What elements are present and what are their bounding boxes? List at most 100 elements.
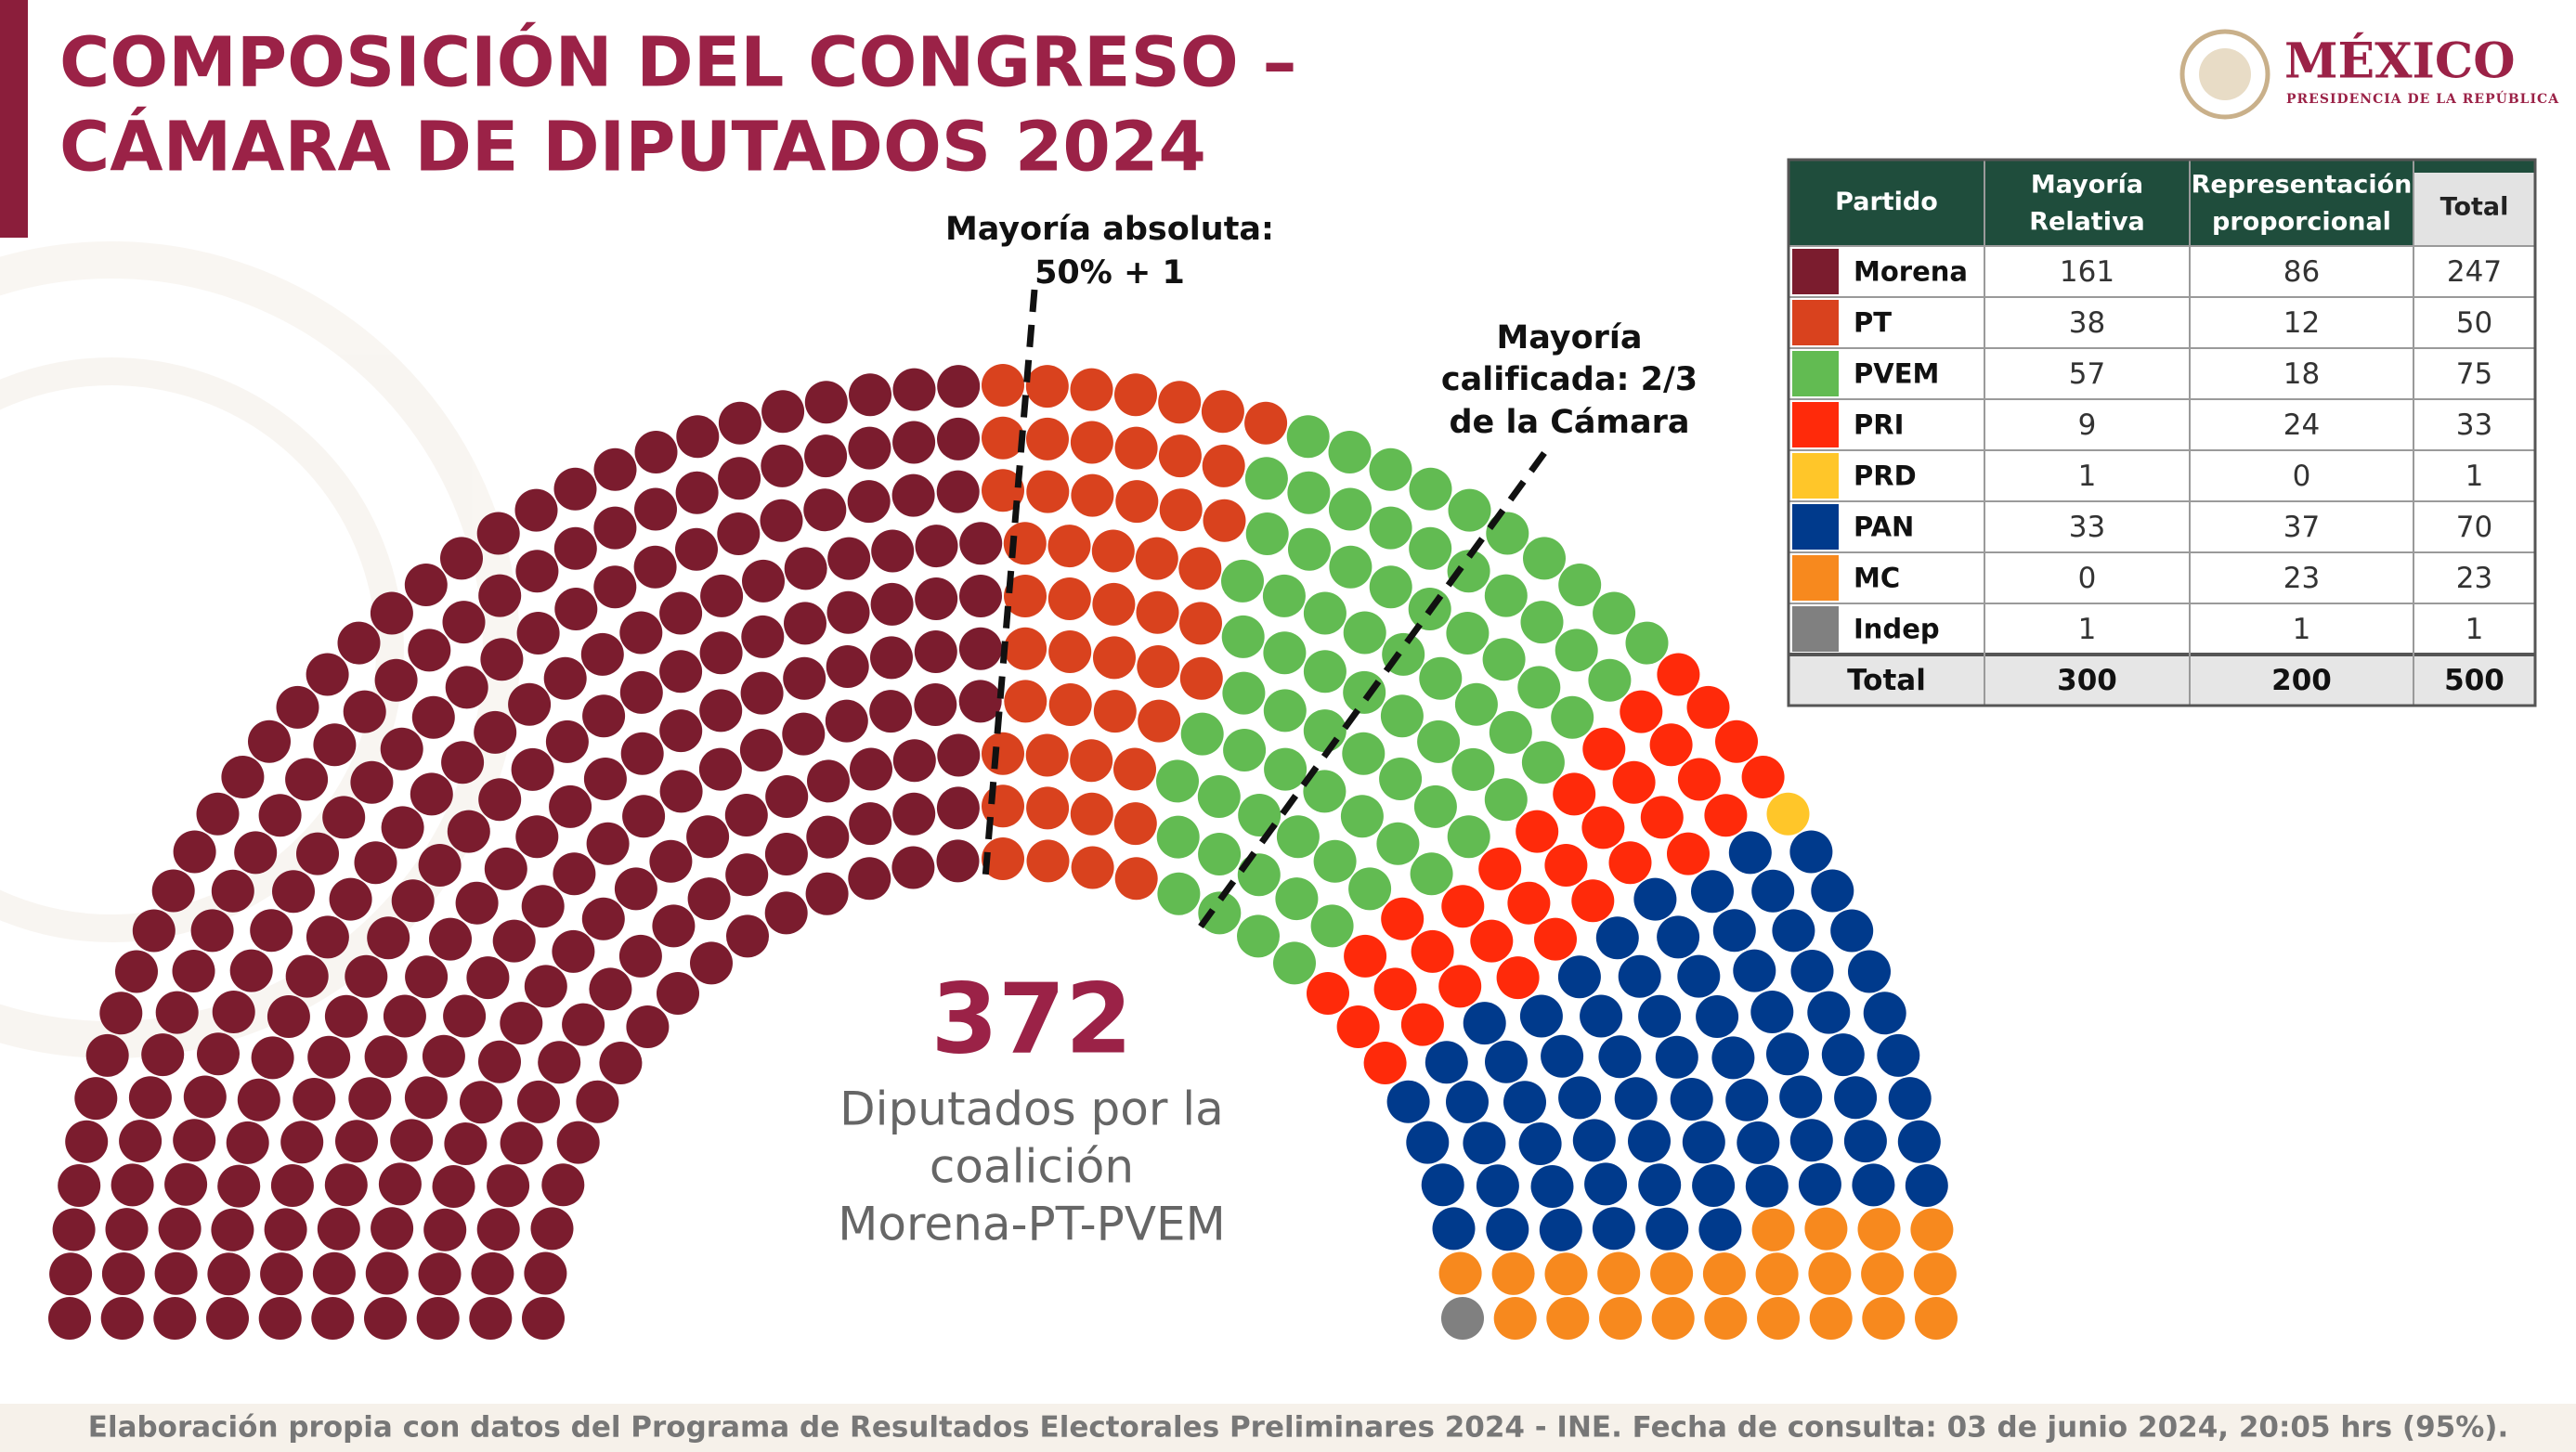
table-cell: 1: [2293, 613, 2311, 646]
seat: [511, 747, 554, 791]
seat: [317, 1207, 360, 1251]
seat: [196, 792, 240, 836]
seat: [515, 815, 559, 859]
seat: [764, 833, 808, 875]
seat: [958, 627, 1002, 670]
seat: [374, 658, 418, 702]
seat: [1448, 488, 1491, 532]
seat: [1303, 650, 1347, 694]
seat: [380, 727, 423, 771]
supermajority-line: [1198, 450, 1547, 929]
seat: [959, 522, 1003, 565]
seat: [1343, 611, 1386, 655]
seat: [442, 601, 486, 644]
seat: [850, 747, 892, 791]
seat: [183, 1075, 227, 1119]
seat: [49, 1252, 93, 1296]
seat: [1546, 1297, 1590, 1340]
seat: [1650, 1251, 1694, 1295]
seat: [1704, 1297, 1748, 1340]
seat: [982, 837, 1024, 880]
seat: [620, 732, 664, 775]
party-seats: [1441, 1297, 1484, 1340]
seat: [1821, 1033, 1865, 1077]
seat: [1503, 1081, 1546, 1124]
seat: [153, 1297, 197, 1340]
seat: [52, 1208, 96, 1251]
table-header-bg: [1789, 160, 2413, 246]
seat: [1618, 954, 1661, 998]
seat: [1137, 645, 1180, 688]
table-cell: 50: [2456, 306, 2492, 340]
seat: [322, 796, 366, 839]
seat: [1638, 994, 1682, 1038]
seat: [554, 588, 598, 630]
seat: [1877, 1033, 1920, 1077]
seat: [1275, 877, 1319, 921]
seat: [847, 480, 891, 524]
seat: [514, 488, 558, 532]
seat: [1237, 853, 1281, 897]
table-header: proporcional: [2212, 208, 2391, 237]
party-swatch: [1792, 402, 1839, 447]
seat: [937, 733, 981, 777]
seat: [1158, 434, 1202, 478]
seat: [1425, 1041, 1468, 1084]
seat: [936, 839, 980, 883]
seat: [1476, 1164, 1519, 1208]
table-header: Total: [2440, 193, 2509, 222]
seat: [1410, 852, 1453, 896]
emblem-core: [2199, 48, 2251, 100]
seat: [1751, 1208, 1795, 1251]
seat: [543, 656, 587, 700]
seat: [1047, 577, 1091, 620]
seat: [1482, 638, 1526, 681]
table-cell: 0: [2078, 562, 2097, 595]
seat: [562, 1003, 605, 1046]
seat: [348, 1077, 392, 1121]
seat: [915, 525, 958, 568]
seat: [267, 995, 310, 1038]
seat: [806, 815, 850, 859]
seat: [474, 710, 517, 754]
seat: [260, 1252, 304, 1296]
seat: [1692, 1164, 1736, 1207]
seat: [1519, 994, 1563, 1038]
seat: [411, 695, 455, 739]
table-header: Representación: [2192, 171, 2413, 200]
table-cell: 70: [2456, 511, 2492, 544]
seat: [1595, 916, 1639, 960]
seat: [173, 1119, 216, 1162]
seat: [48, 1297, 91, 1340]
seat: [484, 847, 527, 890]
seat: [164, 1162, 208, 1206]
seat: [982, 416, 1024, 460]
seat: [870, 582, 914, 626]
seat: [726, 914, 769, 958]
seat: [1863, 992, 1906, 1035]
seat: [626, 1005, 670, 1048]
seat: [1491, 1251, 1535, 1295]
seat: [1244, 457, 1288, 500]
seat: [1657, 653, 1700, 696]
seat: [1307, 972, 1349, 1015]
seat: [958, 680, 1002, 723]
seat: [619, 670, 663, 714]
seat: [1286, 415, 1330, 459]
seat: [982, 732, 1024, 775]
seat: [1287, 471, 1331, 514]
seat: [659, 650, 703, 694]
party-seats: [48, 365, 1003, 1340]
seat: [699, 689, 743, 732]
table-row-bg: [1788, 245, 2536, 298]
seat: [460, 1081, 502, 1124]
seat: [1704, 794, 1748, 837]
seat: [1580, 994, 1623, 1038]
seat: [1004, 680, 1047, 723]
seat: [1343, 670, 1386, 714]
seat: [718, 457, 761, 500]
seat: [58, 1164, 101, 1207]
seat: [1262, 574, 1306, 617]
seat: [1093, 636, 1136, 680]
seat: [492, 919, 536, 963]
